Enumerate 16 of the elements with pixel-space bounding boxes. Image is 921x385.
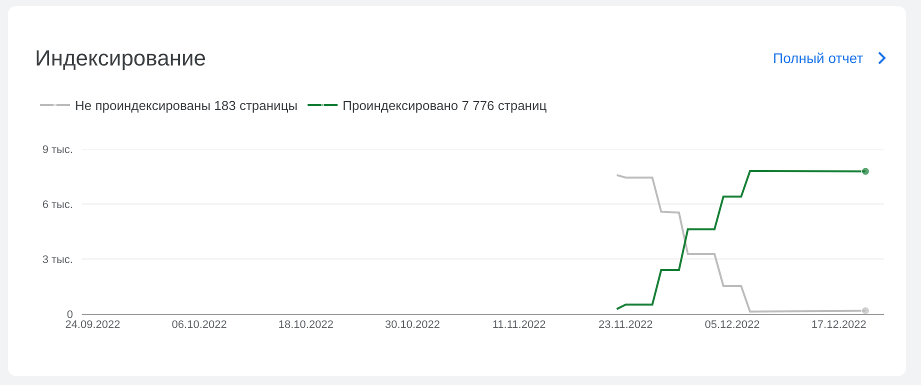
- x-tick-label: 11.11.2022: [492, 319, 546, 332]
- y-tick-label: 9 тыс.: [42, 144, 73, 156]
- x-tick-label: 30.10.2022: [384, 319, 440, 332]
- x-tick-label: 23.11.2022: [598, 319, 653, 332]
- legend-label: Не проиндексированы 183 страницы: [75, 98, 298, 114]
- legend-label: Проиндексировано 7 776 страниц: [342, 98, 548, 114]
- x-tick-label: 05.12.2022: [704, 319, 760, 332]
- x-tick-label: 24.09.2022: [65, 319, 120, 332]
- chart-title: Индексирование: [35, 46, 206, 71]
- y-tick-label: 6 тыс.: [42, 198, 73, 211]
- x-tick-label: 17.12.2022: [811, 319, 866, 332]
- text: Полный отчет: [773, 50, 864, 66]
- y-tick-label: 0: [66, 308, 73, 321]
- x-tick-label: 06.10.2022: [172, 319, 227, 332]
- y-tick-label: 3 тыс.: [42, 254, 73, 266]
- x-tick-label: 18.10.2022: [278, 319, 334, 332]
